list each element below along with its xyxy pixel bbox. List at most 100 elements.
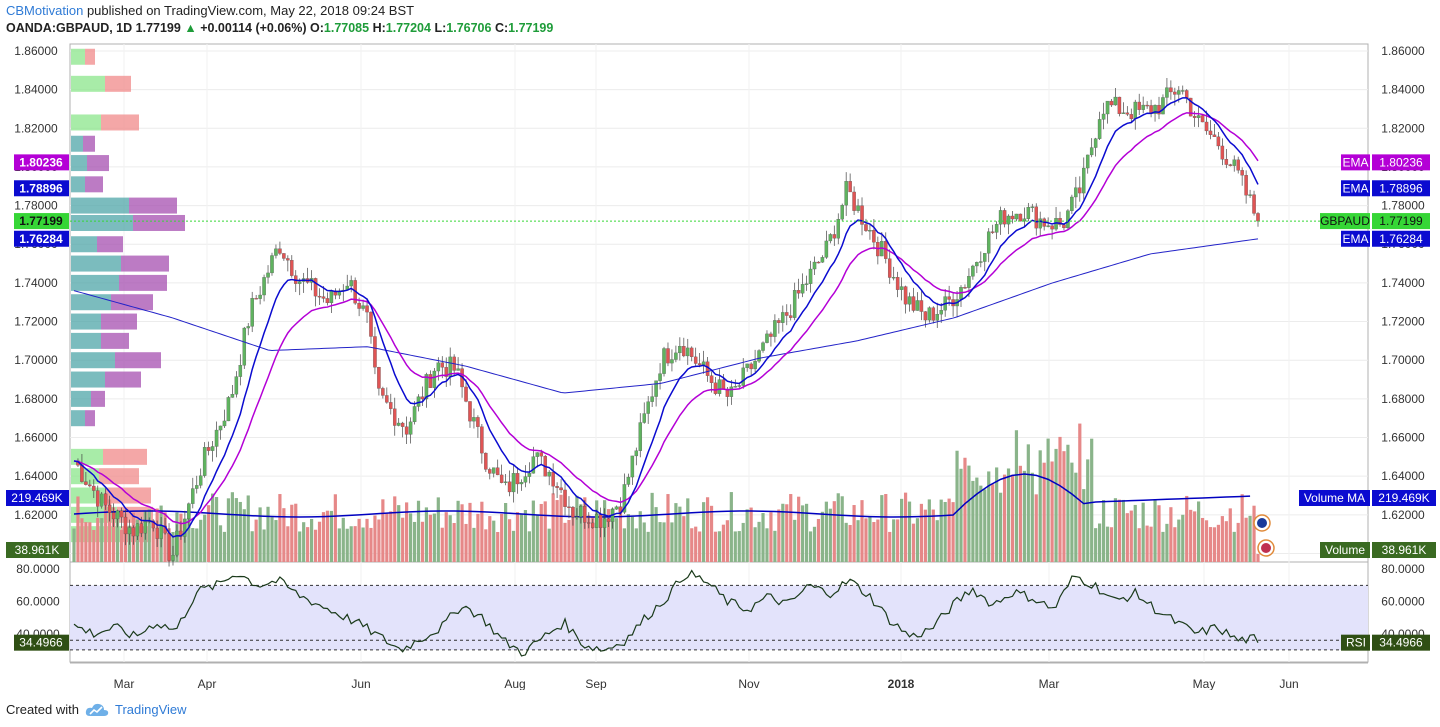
volume-bar bbox=[820, 511, 825, 562]
volume-bar bbox=[1169, 507, 1173, 562]
candle-body bbox=[202, 447, 207, 476]
volume-bar bbox=[777, 509, 781, 562]
candle-body bbox=[579, 506, 583, 517]
volume-bar bbox=[900, 498, 904, 562]
candle-body bbox=[183, 518, 187, 537]
candle-body bbox=[872, 230, 876, 243]
candle-body bbox=[753, 361, 757, 370]
volume-bar bbox=[682, 516, 686, 562]
candle-body bbox=[111, 512, 116, 520]
volume-bar bbox=[702, 502, 706, 562]
volume-bar bbox=[321, 512, 326, 562]
volume-bar bbox=[709, 505, 714, 562]
candle-body bbox=[555, 486, 559, 488]
candle-body bbox=[1046, 225, 1050, 227]
ema-fast-line bbox=[73, 97, 1259, 538]
volume-bar bbox=[567, 519, 571, 562]
tradingview-brand-link[interactable]: TradingView bbox=[114, 702, 187, 717]
volume-bar bbox=[80, 518, 84, 562]
candle-body bbox=[761, 342, 765, 351]
candle-body bbox=[507, 481, 512, 493]
price-tag-right: 1.76284 bbox=[1379, 232, 1423, 246]
candle-body bbox=[80, 465, 84, 482]
author-link[interactable]: CBMotivation bbox=[6, 3, 84, 18]
profile-bar-down bbox=[85, 176, 103, 193]
candle-body bbox=[638, 422, 643, 451]
volume-tag-name: Volume MA bbox=[1304, 491, 1365, 505]
candle-body bbox=[238, 365, 243, 377]
volume-bar bbox=[801, 505, 805, 562]
volume-bar bbox=[785, 504, 789, 562]
volume-bar bbox=[373, 515, 377, 562]
candle-body bbox=[598, 514, 603, 528]
volume-bar bbox=[294, 503, 298, 562]
volume-bar bbox=[812, 526, 817, 562]
candle-body bbox=[967, 276, 971, 288]
volume-tag-right: 219.469K bbox=[1378, 491, 1429, 505]
volume-bar bbox=[939, 499, 943, 562]
candle-body bbox=[670, 359, 674, 364]
volume-bar bbox=[591, 516, 595, 562]
volume-bar bbox=[313, 529, 318, 562]
candle-body bbox=[1006, 215, 1011, 225]
volume-bar bbox=[163, 512, 167, 562]
candle-body bbox=[891, 276, 896, 279]
candle-body bbox=[923, 311, 928, 321]
volume-bar bbox=[987, 471, 991, 562]
candle-body bbox=[986, 231, 991, 254]
candle-body bbox=[230, 394, 235, 398]
volume-bar bbox=[919, 503, 924, 562]
candle-body bbox=[717, 379, 722, 394]
candle-body bbox=[729, 386, 734, 397]
candle-body bbox=[792, 290, 797, 318]
candle-body bbox=[848, 181, 852, 193]
volume-bar bbox=[1117, 499, 1122, 562]
candle-body bbox=[92, 485, 96, 491]
candle-body bbox=[1244, 175, 1248, 196]
chart-area[interactable]: 1.86000 1.86000 1.84000 1.84000 1.82000 1.820… bbox=[0, 38, 1440, 691]
volume-bar bbox=[191, 528, 195, 562]
price-tick-right: 1.78000 bbox=[1381, 199, 1425, 213]
candle-body bbox=[480, 426, 484, 454]
volume-bar bbox=[575, 495, 579, 562]
volume-bar bbox=[769, 512, 773, 562]
volume-tag-left-bg bbox=[6, 490, 69, 506]
volume-bar bbox=[349, 526, 353, 562]
profile-bar-down bbox=[115, 352, 161, 369]
volume-tag-left-bg bbox=[6, 542, 69, 558]
price-chart[interactable]: 1.86000 1.86000 1.84000 1.84000 1.82000 1.820… bbox=[0, 38, 1440, 691]
volume-bar bbox=[298, 531, 302, 562]
candle-body bbox=[1236, 159, 1240, 171]
volume-bar bbox=[210, 493, 215, 562]
volume-bar bbox=[1002, 474, 1007, 562]
price-tag-right-bg bbox=[1372, 213, 1430, 230]
candle-body bbox=[1169, 87, 1173, 93]
price-tag-name-bg bbox=[1341, 230, 1370, 247]
candle-body bbox=[135, 523, 140, 537]
volume-bar bbox=[765, 528, 769, 562]
profile-bar-down bbox=[101, 114, 139, 131]
volume-bar bbox=[405, 502, 409, 562]
volume-bar bbox=[492, 520, 496, 562]
volume-bar bbox=[1066, 444, 1070, 562]
price-tag-left-bg bbox=[14, 154, 69, 171]
candle-body bbox=[400, 422, 405, 427]
profile-bar-down bbox=[85, 48, 95, 65]
candle-body bbox=[1014, 213, 1019, 220]
candle-body bbox=[773, 320, 777, 337]
volume-bar bbox=[1149, 526, 1153, 562]
volume-bar bbox=[880, 495, 884, 562]
volume-bar bbox=[690, 528, 694, 562]
candle-body bbox=[860, 205, 864, 225]
candle-body bbox=[737, 385, 742, 387]
candle-body bbox=[1177, 90, 1181, 95]
volume-bar bbox=[507, 519, 512, 562]
candle-body bbox=[947, 296, 951, 300]
volume-tag-right-bg bbox=[1372, 490, 1436, 506]
candle-body bbox=[325, 298, 330, 304]
volume-bar bbox=[797, 496, 801, 562]
candle-body bbox=[1113, 96, 1118, 106]
candle-body bbox=[907, 296, 912, 305]
candle-body bbox=[1105, 100, 1110, 115]
profile-bar-down bbox=[97, 236, 123, 253]
